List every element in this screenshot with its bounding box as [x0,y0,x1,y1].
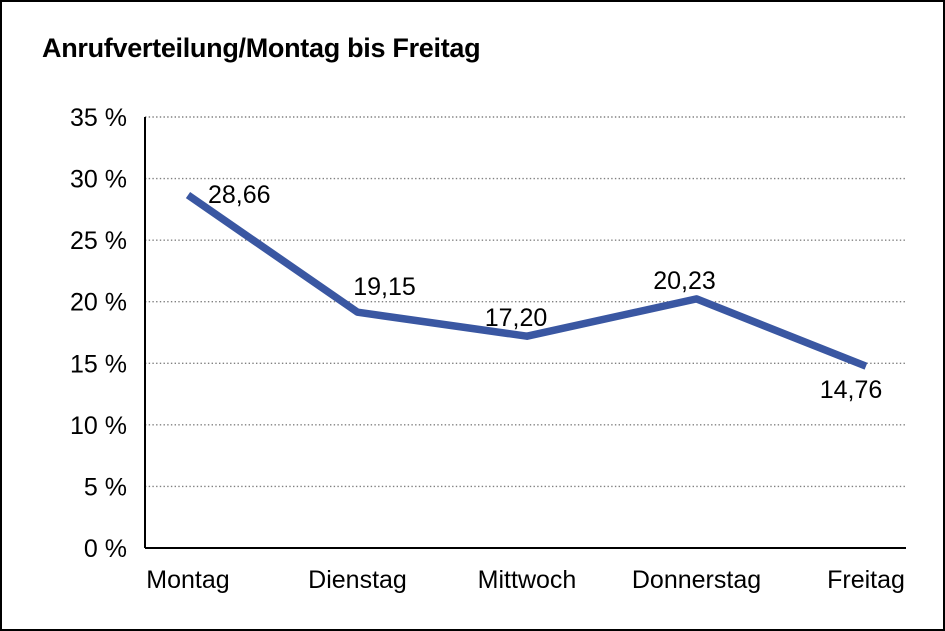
y-axis-tick-label: 0 % [84,535,127,563]
chart-title: Anrufverteilung/Montag bis Freitag [42,33,481,63]
x-axis-category-label: Donnerstag [632,566,761,594]
y-axis-tick-label: 30 % [70,166,127,194]
y-axis-tick-label: 20 % [70,289,127,317]
data-series-line [185,192,868,370]
x-axis-category-label: Freitag [827,566,905,594]
y-axis-tick-label: 5 % [84,473,127,501]
y-axis-tick-label: 35 % [70,104,127,132]
x-axis-category-label: Dienstag [308,566,407,594]
y-axis-tick-label: 25 % [70,227,127,255]
data-point-label: 14,76 [820,376,883,404]
data-point-label: 20,23 [653,267,716,295]
x-axis-category-label: Mittwoch [478,566,577,594]
x-axis-category-label: Montag [146,566,229,594]
data-point-label: 17,20 [485,304,548,332]
data-point-label: 19,15 [353,273,416,301]
y-axis-tick-label: 10 % [70,412,127,440]
y-axis-tick-label: 15 % [70,350,127,378]
data-point-label: 28,66 [208,181,271,209]
